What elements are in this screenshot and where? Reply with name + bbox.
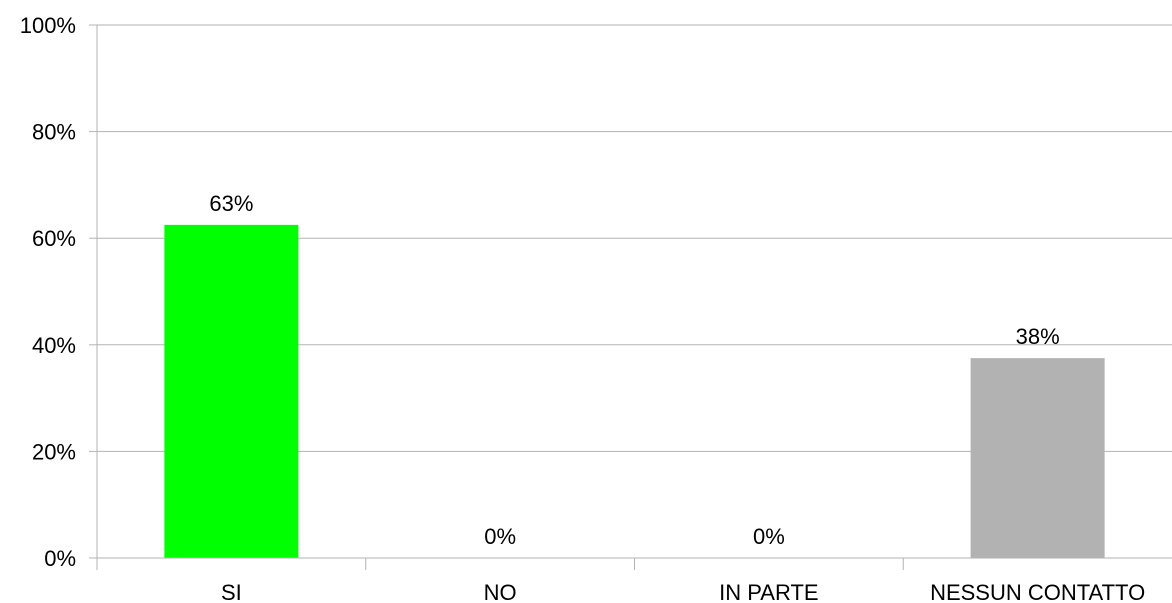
- data-label-0: 63%: [209, 191, 253, 216]
- x-category-labels: SI NO IN PARTE NESSUN CONTATTO: [221, 580, 1145, 603]
- y-tick-label-1: 20%: [32, 439, 76, 464]
- bar-3: [970, 358, 1105, 558]
- bars: [164, 224, 1105, 558]
- data-label-2: 0%: [753, 524, 785, 549]
- y-tick-label-3: 60%: [32, 226, 76, 251]
- bar-0: [164, 224, 299, 558]
- y-tick-label-5: 100%: [20, 13, 76, 38]
- y-tick-labels: 0% 20% 40% 60% 80% 100%: [20, 13, 76, 571]
- data-label-1: 0%: [484, 524, 516, 549]
- x-category-label-1: NO: [484, 580, 517, 603]
- x-category-label-3: NESSUN CONTATTO: [930, 580, 1145, 603]
- axes: [89, 24, 1172, 570]
- y-tick-label-2: 40%: [32, 333, 76, 358]
- data-labels: 63% 0% 0% 38%: [209, 191, 1059, 549]
- y-tick-label-4: 80%: [32, 120, 76, 145]
- x-category-label-0: SI: [221, 580, 242, 603]
- data-label-3: 38%: [1016, 324, 1060, 349]
- y-tick-label-0: 0%: [44, 546, 76, 571]
- x-category-label-2: IN PARTE: [719, 580, 818, 603]
